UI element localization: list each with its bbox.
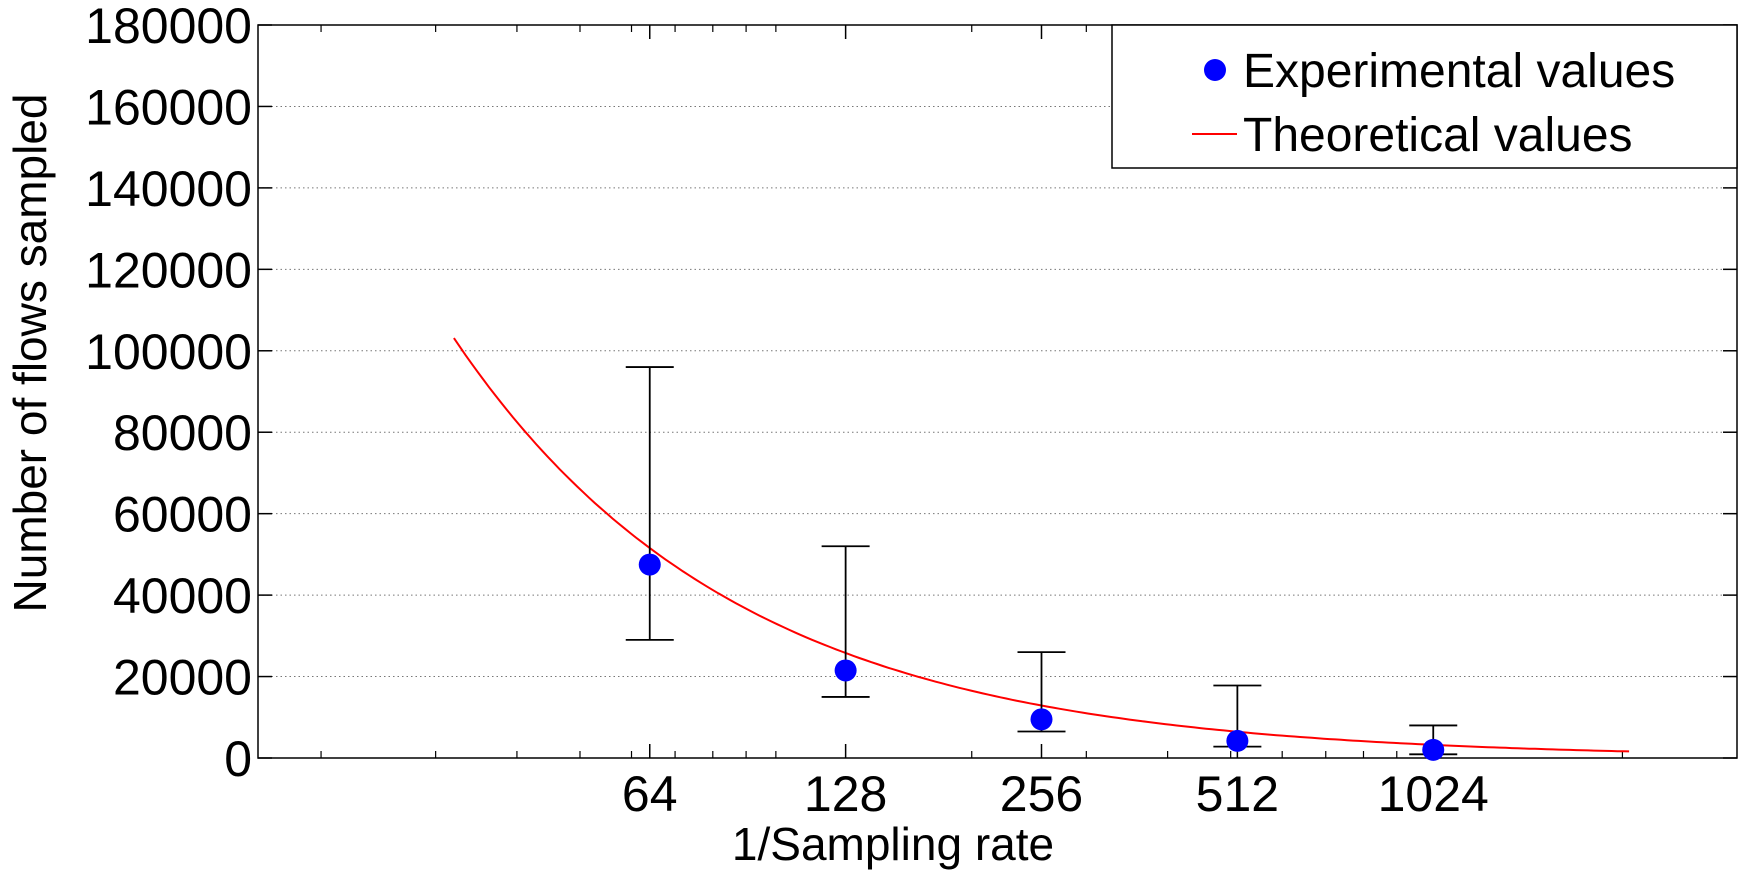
experimental-point [834,659,857,682]
x-tick-label: 512 [1196,766,1279,822]
experimental-point [638,553,661,576]
y-tick-label: 120000 [85,242,252,298]
data-layer [453,337,1630,761]
ticks-layer: 0 20000 40000 60000 80000 100000 120000 140000 1… [85,0,1737,822]
y-axis-title: Number of flows sampled [4,94,56,613]
y-tick-label: 160000 [85,79,252,135]
y-tick-label: 60000 [113,487,252,543]
y-tick-label: 40000 [113,568,252,624]
y-tick-label: 140000 [85,161,252,217]
experimental-point [1030,708,1053,731]
y-tick-label: 100000 [85,324,252,380]
legend-box [1111,24,1738,169]
grid-layer [258,105,1737,678]
legend-label-experimental: Experimental values [1243,45,1675,98]
legend-label-theoretical: Theoretical values [1243,109,1633,162]
x-axis-title: 1/Sampling rate [732,818,1054,870]
x-tick-label: 256 [1000,766,1083,822]
experimental-point [1422,738,1445,761]
experimental-point [1226,729,1249,752]
x-tick-label: 128 [804,766,887,822]
plot-frame [257,24,1738,759]
x-tick-label: 1024 [1378,766,1489,822]
legend-marker-experimental [1204,59,1226,81]
legend: Experimental values Theoretical values [1111,24,1738,169]
y-tick-label: 80000 [113,405,252,461]
y-tick-label: 180000 [85,0,252,54]
axes-layer [257,24,1738,759]
y-tick-label: 0 [224,731,252,787]
y-tick-label: 20000 [113,650,252,706]
x-tick-label: 64 [622,766,678,822]
